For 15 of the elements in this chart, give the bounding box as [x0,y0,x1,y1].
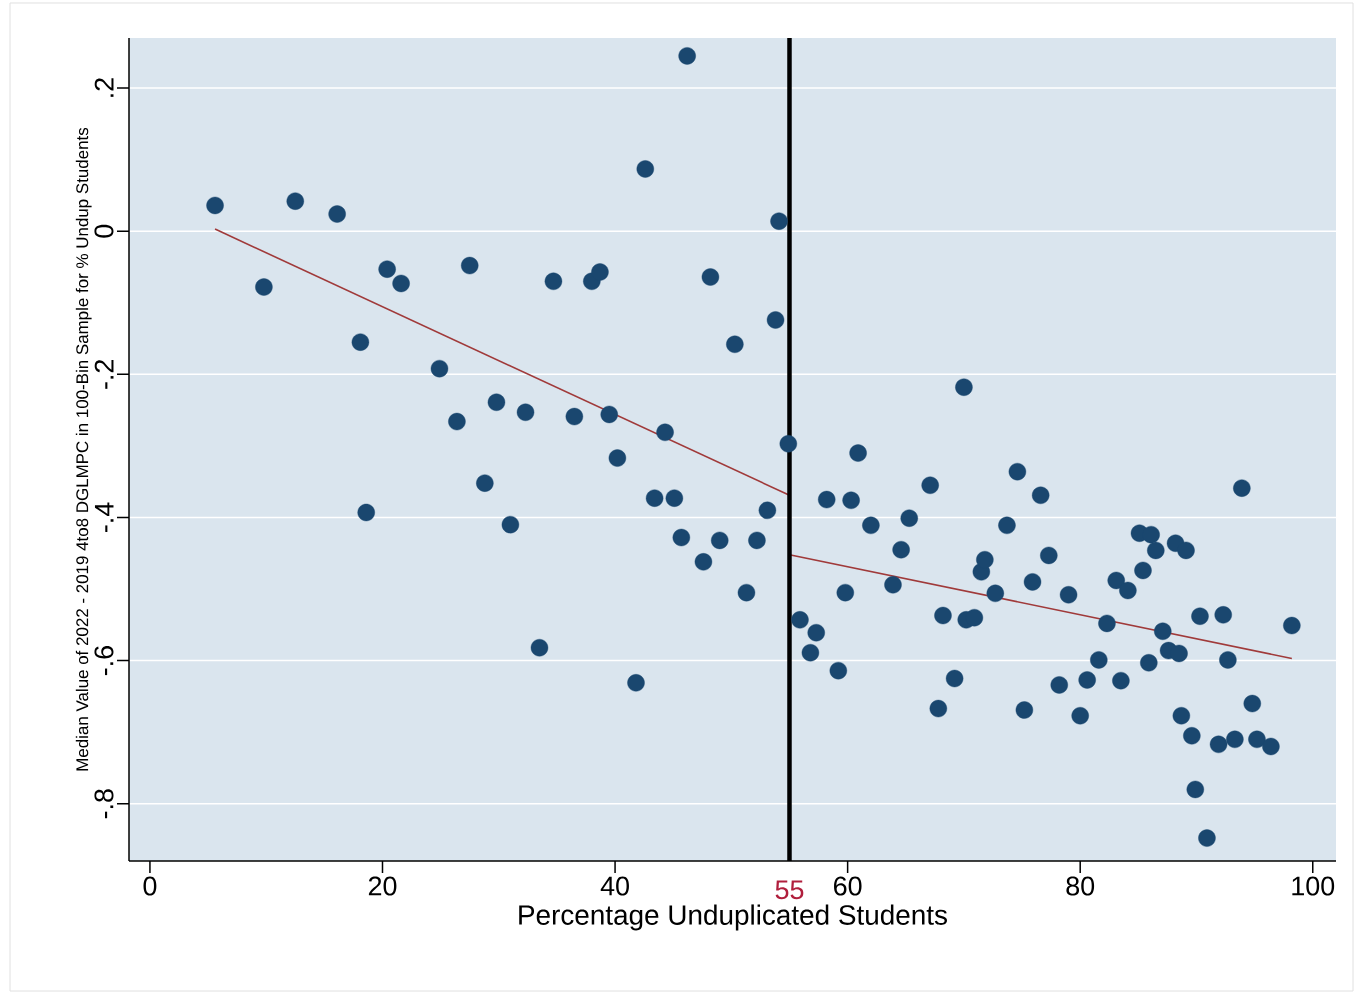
y-tick-label: -.2 [94,360,114,389]
x-tick-label: 20 [368,876,397,896]
x-tick-label: 80 [1066,876,1095,896]
y-axis-title: Median Value of 2022 - 2019 4to8 DGLMPC in 100-Bin Sample for % Undup Students [75,127,92,771]
y-tick-label: 0 [94,224,114,238]
x-tick-label: 0 [143,876,157,896]
y-tick-label: -.4 [94,502,114,532]
y-tick-label: -.8 [94,789,114,819]
x-tick-label: 40 [600,876,629,896]
y-tick-label: .2 [94,78,114,97]
ref-line-label: 55 [775,880,804,900]
x-axis-title: Percentage Unduplicated Students [519,904,947,931]
y-tick-label: -.6 [94,646,114,676]
x-tick-label: 100 [1292,876,1335,896]
x-tick-label: 60 [834,876,862,896]
